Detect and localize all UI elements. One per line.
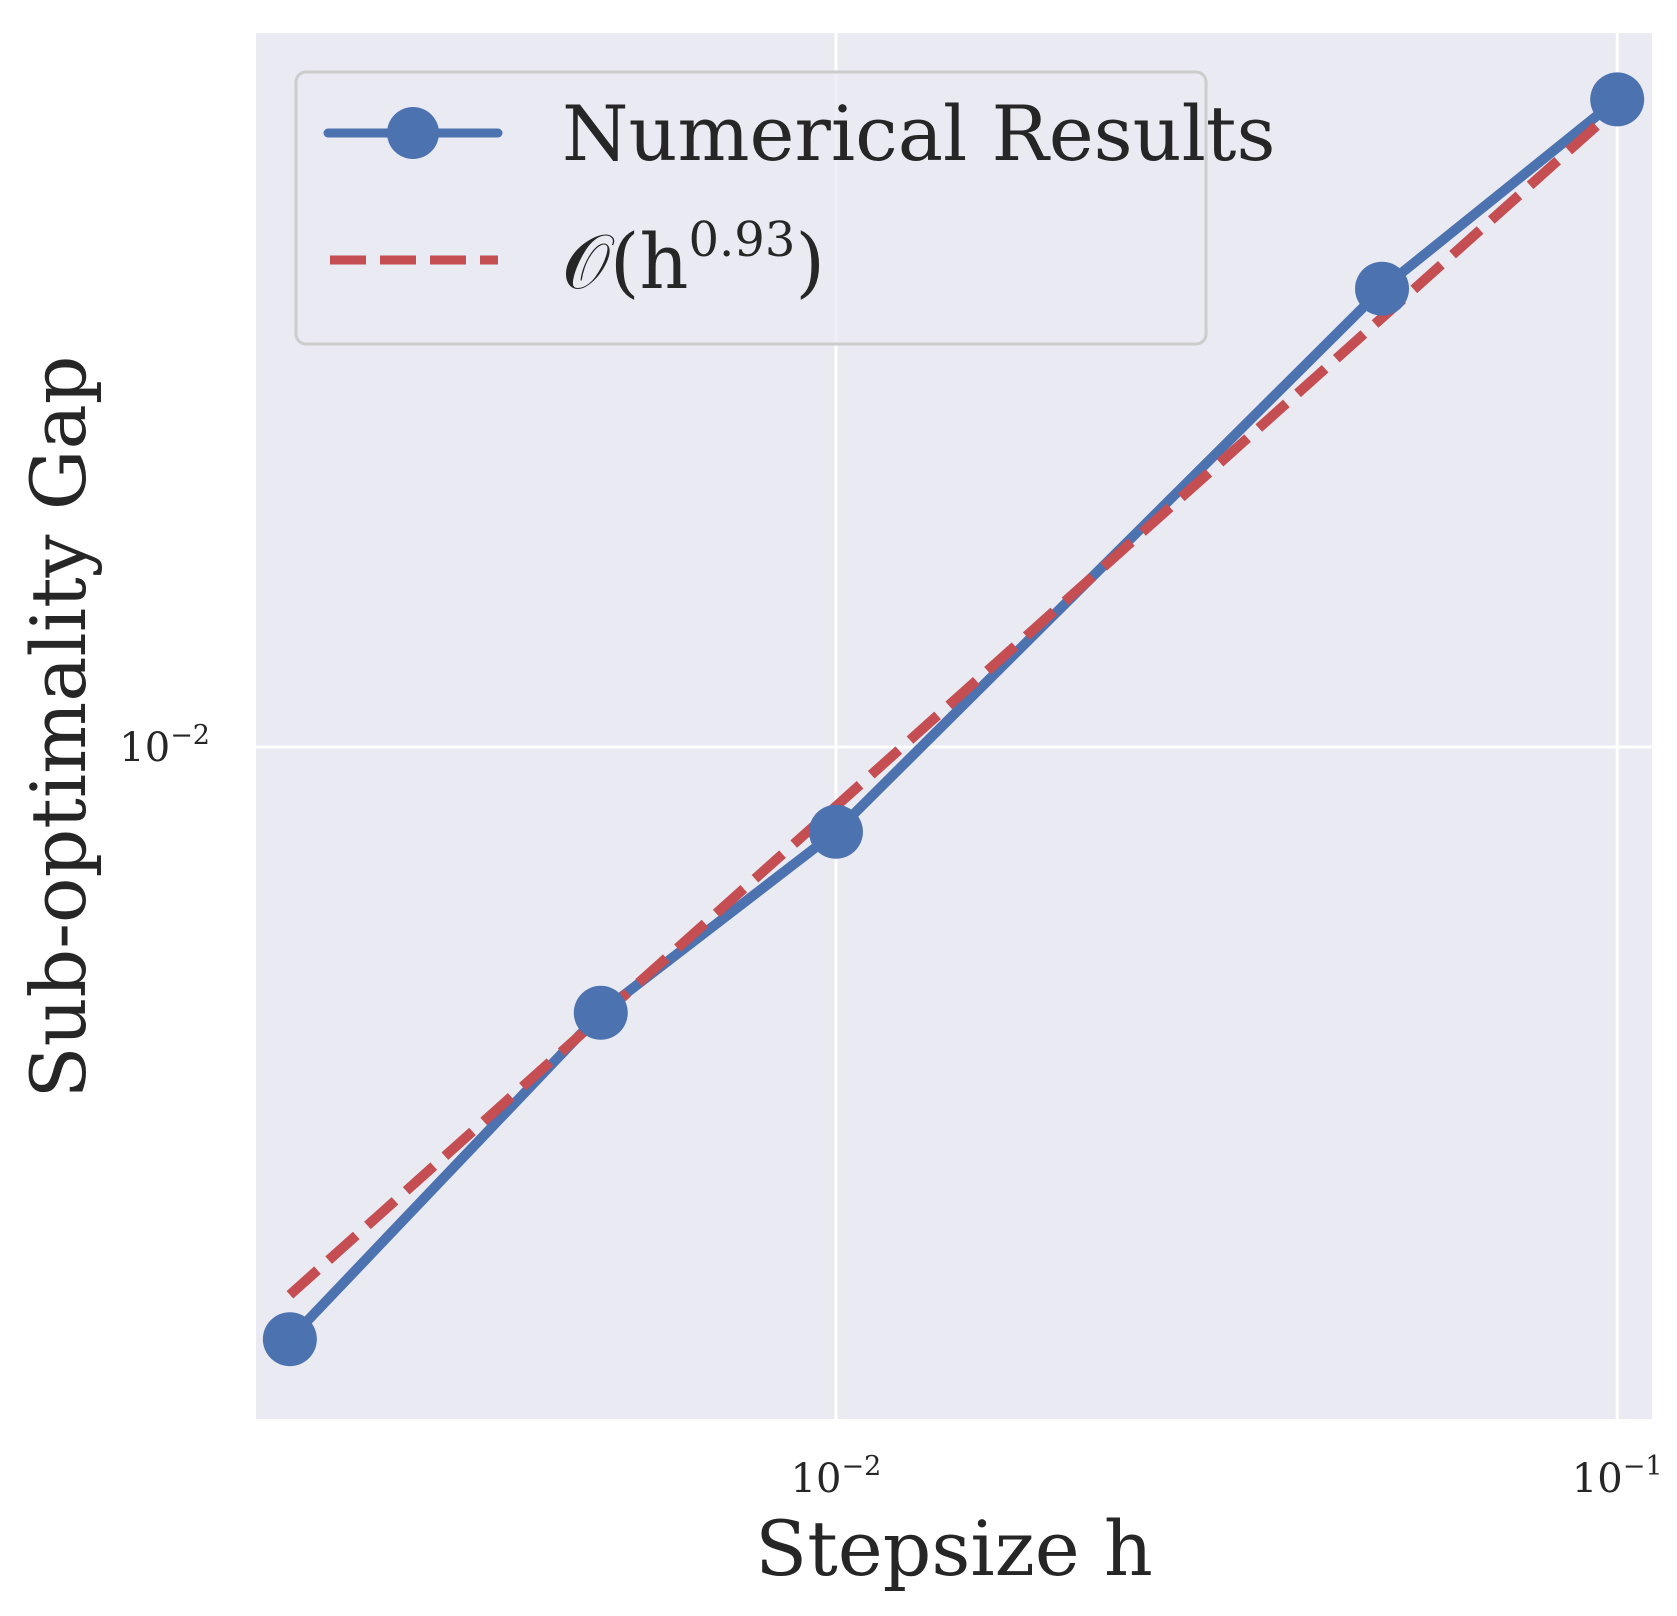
y-tick-label: 10−2 (119, 720, 210, 771)
legend: Numerical Results 𝒪(h0.93) (294, 70, 1275, 346)
legend-fit-label-suffix: ) (795, 217, 825, 306)
numerical-results-point (573, 985, 628, 1040)
x-tick-labels: 10−2 10−1 (791, 1451, 1663, 1502)
legend-numerical-marker (387, 107, 439, 159)
x-tick-label: 10−1 (1572, 1451, 1663, 1502)
numerical-results-point (1355, 261, 1410, 316)
series-layer (262, 72, 1645, 1367)
y-tick-labels: 10−2 (119, 720, 210, 771)
numerical-results-point (1590, 72, 1645, 127)
legend-box (294, 70, 1208, 346)
legend-fit-label-prefix: 𝒪(h (562, 217, 688, 306)
x-tick-label: 10−2 (791, 1451, 882, 1502)
numerical-results-point (262, 1312, 317, 1367)
legend-fit-label: 𝒪(h0.93) (562, 212, 825, 306)
y-axis-label: Sub-optimality Gap (14, 356, 103, 1099)
x-axis-label: Stepsize h (755, 1504, 1153, 1593)
numerical-results-point (808, 804, 863, 859)
legend-numerical-label: Numerical Results (562, 89, 1275, 178)
legend-fit-label-exp: 0.93 (688, 212, 795, 268)
